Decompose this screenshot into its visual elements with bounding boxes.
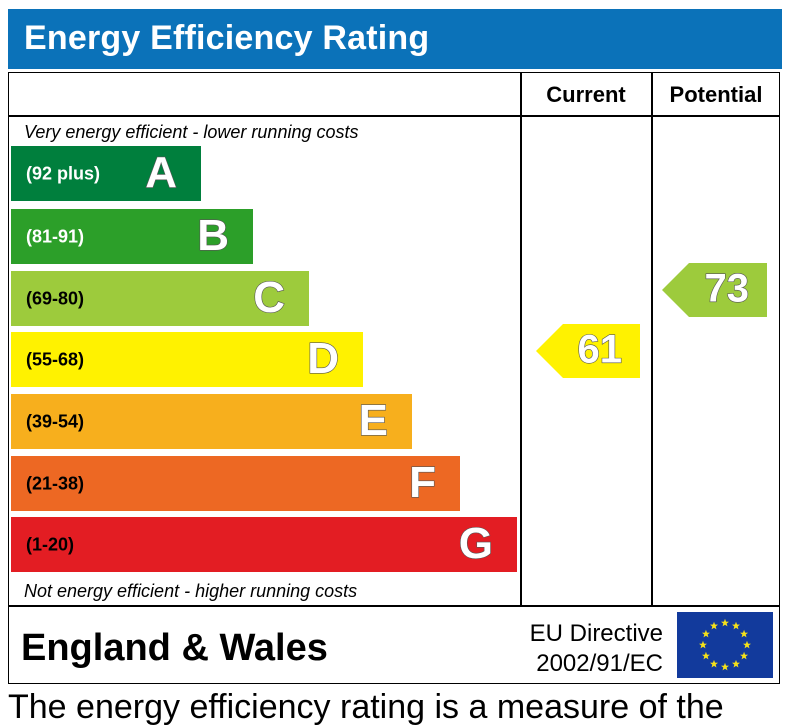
eu-star-icon	[699, 640, 707, 649]
arrow-potential: 73	[662, 263, 767, 317]
footer: England & Wales EU Directive 2002/91/EC	[8, 606, 780, 684]
column-divider-potential	[651, 72, 653, 606]
band-letter: A	[145, 147, 178, 197]
band-range-label: (39-54)	[26, 411, 85, 431]
band-g: (1-20) G	[11, 517, 517, 572]
directive-line-2: 2002/91/EC	[536, 650, 663, 677]
band-range-label: (92 plus)	[26, 163, 101, 183]
eu-star-icon	[701, 629, 710, 638]
band-letter: C	[253, 272, 286, 322]
band-c: (69-80) C	[11, 271, 309, 326]
eu-flag-icon	[677, 612, 773, 678]
eu-star-icon	[701, 651, 710, 660]
band-e: (39-54) E	[11, 394, 412, 449]
caption-top: Very energy efficient - lower running co…	[24, 122, 359, 142]
band-range-label: (55-68)	[26, 349, 85, 369]
eu-directive: EU Directive 2002/91/EC	[530, 619, 663, 679]
arrow-current: 61	[536, 324, 640, 378]
chart-title: Energy Efficiency Rating	[24, 19, 430, 57]
column-header-potential: Potential	[669, 82, 763, 107]
description-text: The energy efficiency rating is a measur…	[8, 688, 724, 726]
region-label: England & Wales	[21, 627, 328, 669]
caption-bottom: Not energy efficient - higher running co…	[24, 581, 358, 601]
rating-table-frame	[8, 72, 780, 606]
band-letter: E	[358, 395, 389, 445]
band-letter: F	[409, 457, 437, 507]
eu-star-icon	[710, 621, 718, 630]
band-range-label: (81-91)	[26, 226, 85, 246]
directive-line-1: EU Directive	[529, 620, 663, 647]
arrow-value-potential: 73	[704, 266, 750, 311]
band-f: (21-38) F	[11, 456, 460, 511]
band-letter: B	[197, 210, 230, 260]
band-range-label: (21-38)	[26, 473, 85, 493]
column-header-current: Current	[546, 82, 626, 107]
header-bar: Energy Efficiency Rating	[8, 9, 782, 69]
eu-star-icon	[740, 651, 749, 660]
band-letter: G	[458, 518, 493, 568]
band-letter: D	[307, 333, 340, 383]
band-range-label: (69-80)	[26, 288, 85, 308]
eu-star-icon	[710, 659, 718, 668]
eu-star-icon	[732, 659, 740, 668]
arrow-shape	[536, 324, 640, 378]
eu-star-icon	[721, 618, 729, 627]
band-d: (55-68) D	[11, 332, 363, 387]
column-divider-current	[520, 72, 522, 606]
eu-star-icon	[743, 640, 751, 649]
header-row-divider	[8, 115, 780, 117]
eu-star-icon	[740, 629, 749, 638]
band-a: (92 plus) A	[11, 146, 201, 201]
arrow-value-current: 61	[577, 327, 623, 372]
arrow-shape	[662, 263, 767, 317]
eu-star-icon	[732, 621, 740, 630]
band-b: (81-91) B	[11, 209, 253, 264]
band-range-label: (1-20)	[26, 534, 75, 554]
eu-star-icon	[721, 662, 729, 671]
